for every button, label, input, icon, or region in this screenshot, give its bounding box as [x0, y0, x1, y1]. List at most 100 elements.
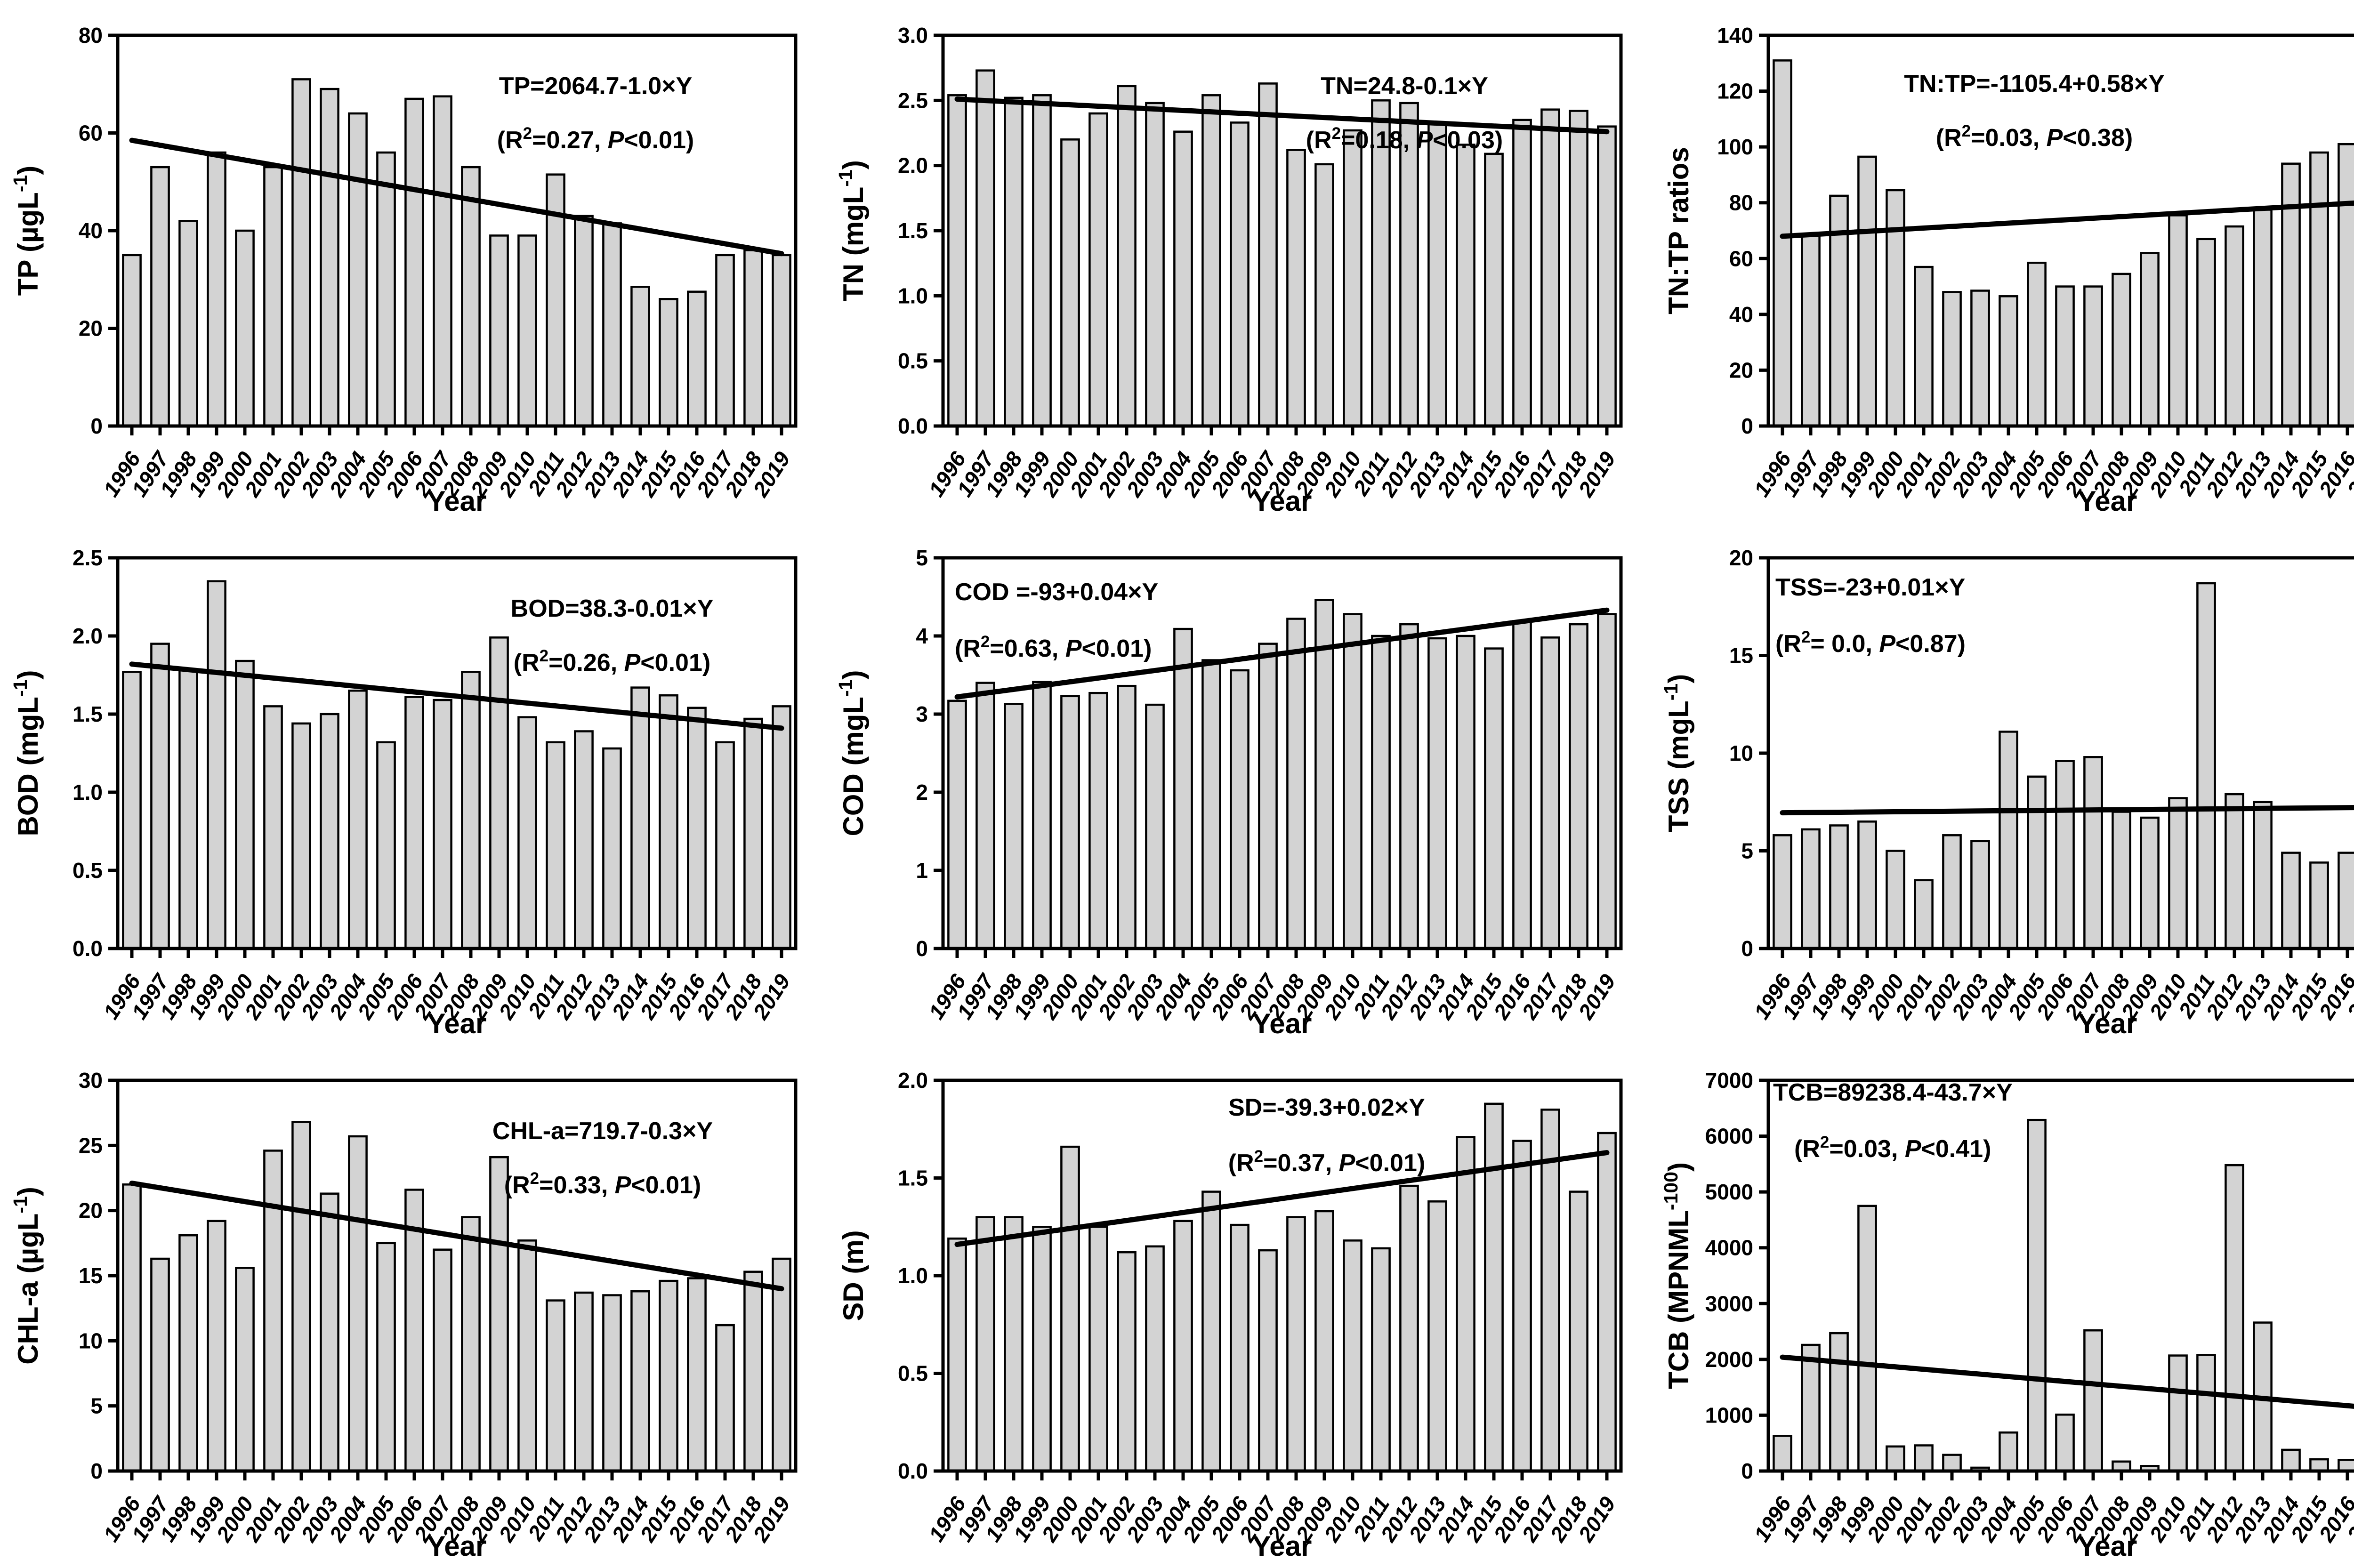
y-tick-label: 0.0 [73, 936, 103, 961]
bar-2012 [2225, 225, 2244, 427]
sd-chart-svg: 0.0 0.5 1.0 1.5 2.0 1996199719981999200020012… [838, 1068, 1623, 1562]
bar-2001 [1914, 879, 1934, 950]
bar-2002 [1117, 684, 1137, 950]
bar-2018 [1569, 110, 1588, 427]
bar-1998 [1829, 824, 1849, 950]
equation-label: TN=24.8-0.1×Y [1321, 72, 1488, 100]
bar-2006 [404, 696, 424, 950]
chart-tn: 0.0 0.5 1.0 1.5 2.0 2.5 3.0 1996 1997 1998 1999 200… [825, 0, 1651, 523]
bar-2007 [1258, 643, 1278, 950]
bar-2009 [489, 636, 509, 950]
tn-chart-svg: 0.00.51.01.52.02.53.01996199719981999200… [835, 23, 1623, 517]
chart-tcb: 0 1000 2000 3000 4000 5000 6000 7000 1996 1997 199… [1651, 1045, 2354, 1568]
y-tick-label: 25 [79, 1133, 103, 1158]
bar-2016 [2338, 852, 2354, 950]
y-tick-label: 1.5 [898, 1166, 928, 1190]
chart-tp: 0 20 40 60 80 1996 1997 1998 1999 2000 2001 2002 200… [0, 0, 825, 523]
bar-1999 [207, 151, 226, 427]
bar-2017 [715, 741, 735, 950]
trend-line [129, 661, 784, 731]
bar-2016 [687, 290, 707, 427]
bar-2008 [461, 671, 481, 950]
bar-2007 [2083, 285, 2103, 427]
bar-2000 [1886, 850, 1905, 950]
bar-2004 [1999, 295, 2018, 427]
bar-2003 [1145, 703, 1165, 950]
bar-2019 [1597, 1132, 1617, 1472]
bar-2001 [263, 1150, 283, 1472]
bar-2016 [1512, 1140, 1532, 1472]
bar-2007 [433, 699, 452, 950]
x-axis: 1996199719981999200020012002200320042005… [1749, 426, 2354, 501]
bar-2009 [1314, 599, 1334, 950]
trend-line [129, 137, 784, 257]
bar-2001 [263, 166, 283, 427]
plot-border [941, 556, 1623, 950]
trend-line [954, 1150, 1610, 1247]
bar-2000 [235, 1267, 255, 1472]
equation-label: TCB=89238.4-43.7×Y [1773, 1079, 2013, 1106]
bar-2015 [2309, 861, 2329, 950]
y-tick-label: 1.0 [898, 1263, 928, 1288]
bod-chart-svg: 0.00.51.01.52.02.51996199719981999200020… [9, 546, 798, 1039]
bar-1998 [1829, 1332, 1849, 1472]
y-tick-label: 0 [1741, 414, 1753, 438]
plot-border [1766, 1078, 2354, 1473]
bar-2001 [1914, 1444, 1934, 1472]
bar-2018 [1569, 623, 1588, 950]
chart-tntp: 0 20 40 60 80 100 120 140 1996 1997 1998 1999 2000 20… [1651, 0, 2354, 523]
bar-2015 [1484, 647, 1504, 950]
bar-2005 [376, 741, 396, 950]
cod-chart-svg: 0 1 2 3 4 5 1996199719981999200020012002200320… [835, 546, 1623, 1039]
bar-2019 [772, 1257, 791, 1472]
bar-2012 [2225, 1164, 2244, 1472]
stats-label: (R2=0.18, P<0.03) [1306, 124, 1503, 154]
equation-label: TSS=-23+0.01×Y [1775, 574, 1965, 601]
bar-1996 [1773, 1435, 1792, 1472]
y-tick-label: 2.5 [73, 546, 103, 570]
bar-2016 [1512, 620, 1532, 950]
plot-border [116, 556, 798, 950]
bar-2002 [1117, 1251, 1137, 1472]
trend-line [1780, 200, 2354, 239]
y-tick-label: 7000 [1705, 1068, 1753, 1093]
tp-chart-svg: 0204060801996199719981999200020012002200… [9, 23, 798, 517]
bar-2013 [1427, 1200, 1447, 1472]
y-tick-label: 0 [1741, 1459, 1753, 1483]
bar-2001 [1914, 265, 1934, 427]
bar-2004 [348, 1135, 368, 1472]
x-axis-title: Year [1252, 485, 1312, 517]
bar-2005 [2027, 1118, 2047, 1472]
x-axis-title: Year [427, 1530, 487, 1562]
y-tick-label: 6000 [1705, 1124, 1753, 1149]
bar-2017 [1540, 1109, 1560, 1472]
bar-1998 [1004, 703, 1024, 950]
bar-2017 [715, 254, 735, 427]
bar-2005 [1201, 659, 1221, 950]
stats-label: (R2=0.03, P<0.41) [1794, 1133, 1991, 1163]
bar-2004 [1999, 1431, 2018, 1472]
y-tick-label: 5 [90, 1394, 103, 1418]
bar-1999 [1857, 155, 1877, 427]
bar-2003 [1970, 289, 1990, 427]
bar-2006 [1230, 669, 1250, 950]
bar-2019 [772, 254, 791, 427]
bar-2003 [1145, 1245, 1165, 1472]
chart-chla: 0 5 10 15 20 25 30 1996 1997 1998 1999 2000 2001 2002… [0, 1045, 825, 1568]
bar-2015 [659, 298, 678, 427]
y-tick-label: 1000 [1705, 1403, 1753, 1427]
y-axis-title: CHL-a (µgL-1) [9, 1187, 44, 1365]
trend-line [129, 1181, 784, 1292]
y-tick-label: 0.0 [898, 1459, 928, 1483]
bar-1996 [122, 254, 142, 427]
bar-2012 [2225, 793, 2244, 950]
bar-2000 [1886, 1445, 1905, 1472]
y-tick-label: 2000 [1705, 1347, 1753, 1372]
bar-2018 [743, 717, 763, 950]
bar-2019 [772, 705, 791, 950]
bar-2009 [1314, 1210, 1334, 1472]
bar-2008 [461, 1216, 481, 1472]
y-tick-label: 1.5 [73, 702, 103, 726]
y-axis: 0.0 0.5 1.0 1.5 2.0 2.5 [73, 546, 118, 961]
y-tick-label: 40 [1729, 302, 1753, 327]
